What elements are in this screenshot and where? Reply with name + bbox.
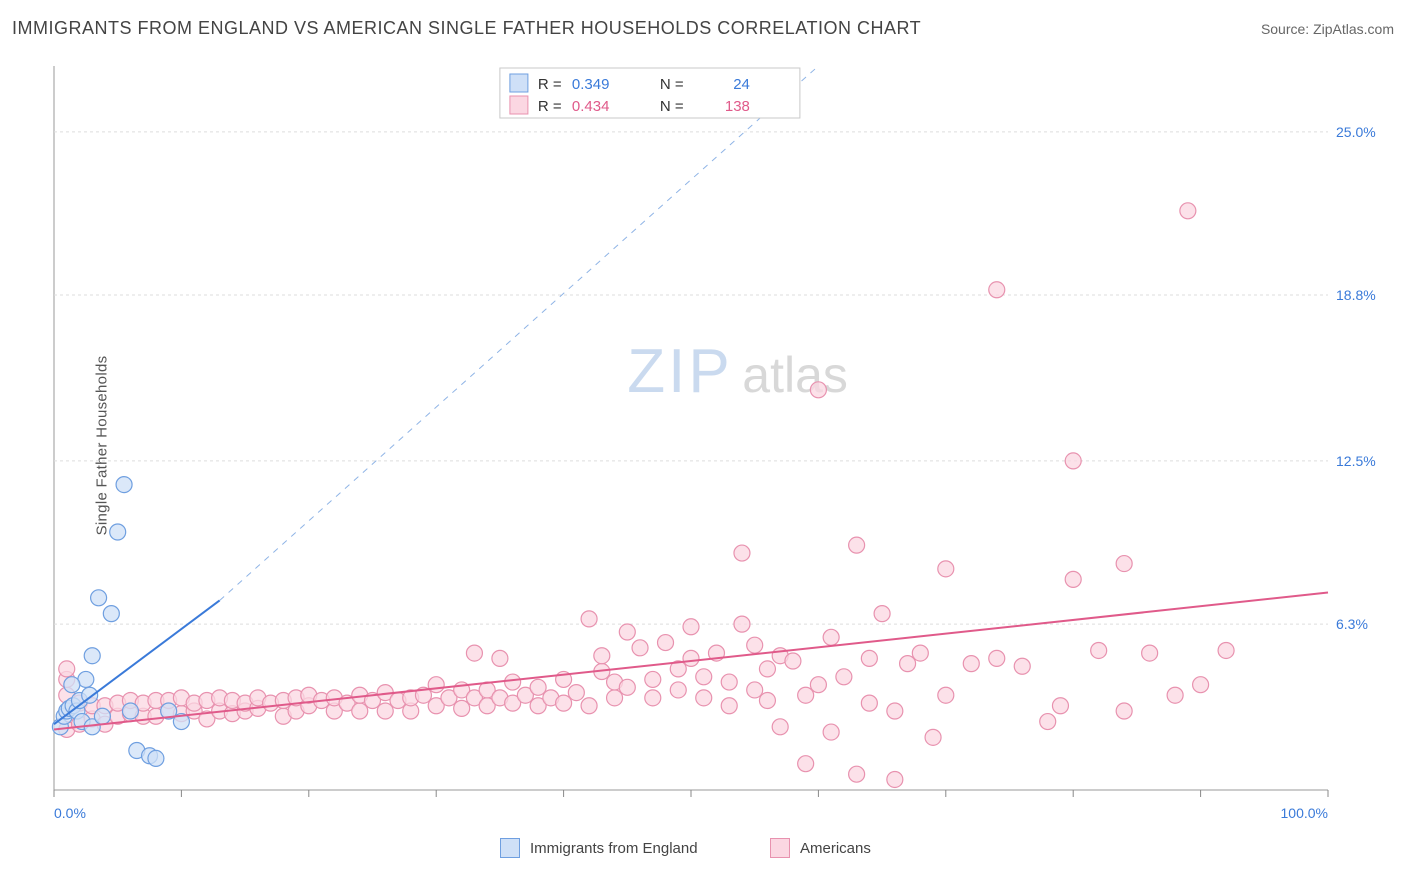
bottom-legend-pink: Americans bbox=[770, 838, 871, 858]
swatch-blue bbox=[500, 838, 520, 858]
svg-text:100.0%: 100.0% bbox=[1281, 805, 1328, 821]
svg-text:N =: N = bbox=[660, 98, 684, 115]
svg-text:18.8%: 18.8% bbox=[1336, 287, 1376, 303]
bottom-legend-blue: Immigrants from England bbox=[500, 838, 698, 858]
svg-text:0.349: 0.349 bbox=[572, 76, 610, 93]
source-attribution: Source: ZipAtlas.com bbox=[1261, 21, 1394, 37]
svg-text:N =: N = bbox=[660, 76, 684, 93]
svg-text:0.0%: 0.0% bbox=[54, 805, 86, 821]
legend-pink-label: Americans bbox=[800, 840, 871, 857]
scatter-chart: 6.3% 12.5% 18.8% 25.0% 0.0% 100.0% ZIPatlas R =… bbox=[48, 60, 1388, 830]
svg-text:0.434: 0.434 bbox=[572, 98, 610, 115]
svg-text:138: 138 bbox=[725, 98, 750, 115]
header-row: IMMIGRANTS FROM ENGLAND VS AMERICAN SING… bbox=[12, 18, 1394, 39]
svg-text:ZIP: ZIP bbox=[627, 337, 732, 406]
svg-text:12.5%: 12.5% bbox=[1336, 453, 1376, 469]
page-title: IMMIGRANTS FROM ENGLAND VS AMERICAN SING… bbox=[12, 18, 921, 39]
plot-wrap: 6.3% 12.5% 18.8% 25.0% 0.0% 100.0% ZIPatlas R =… bbox=[48, 60, 1388, 830]
svg-text:R =: R = bbox=[538, 76, 562, 93]
svg-text:atlas: atlas bbox=[742, 347, 848, 403]
svg-text:R =: R = bbox=[538, 98, 562, 115]
svg-text:6.3%: 6.3% bbox=[1336, 616, 1368, 632]
svg-text:25.0%: 25.0% bbox=[1336, 124, 1376, 140]
svg-text:24: 24 bbox=[733, 76, 750, 93]
swatch-pink bbox=[770, 838, 790, 858]
legend-blue-label: Immigrants from England bbox=[530, 840, 698, 857]
